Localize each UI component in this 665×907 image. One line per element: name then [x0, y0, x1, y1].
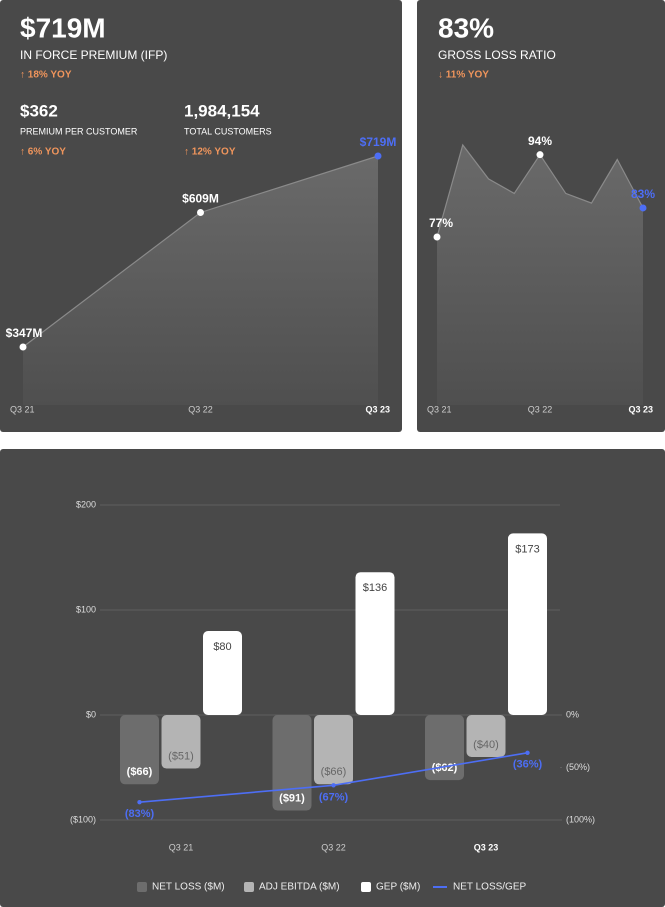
point [19, 343, 27, 351]
point [536, 151, 544, 159]
legend-swatch [137, 882, 147, 892]
value-label: ($91) [279, 792, 305, 804]
x-tick-label: Q3 21 [10, 404, 35, 414]
x-tick-label: Q3 22 [321, 842, 346, 852]
bar [508, 533, 547, 715]
legend-label: NET LOSS ($M) [152, 882, 225, 893]
value-label: ($66) [127, 766, 153, 778]
value-label: (67%) [319, 791, 349, 803]
y-tick-label: $200 [76, 499, 96, 509]
point [331, 783, 336, 788]
kpi-change: ↑ 6% YOY [20, 147, 66, 158]
x-tick-label: Q3 21 [169, 842, 194, 852]
x-tick-label: Q3 23 [628, 404, 653, 414]
x-tick-label: Q3 23 [365, 404, 390, 414]
area-fill [23, 156, 378, 405]
x-tick-label: Q3 22 [188, 404, 213, 414]
value-label: ($66) [321, 766, 347, 778]
kpi-label: TOTAL CUSTOMERS [184, 126, 272, 136]
x-tick-label: Q3 22 [528, 404, 553, 414]
bar [466, 715, 506, 757]
point [639, 204, 647, 212]
y2-tick-label: (50%) [566, 762, 590, 772]
bar [355, 572, 395, 715]
kpi-change: ↓ 11% YOY [438, 70, 489, 81]
x-tick-label: Q3 23 [474, 842, 499, 852]
value-label: (36%) [513, 759, 543, 771]
kpi-value: 1,984,154 [184, 101, 260, 120]
value-label: 77% [429, 216, 453, 230]
bar [272, 715, 312, 811]
panel [0, 449, 665, 907]
value-label: (83%) [125, 808, 155, 820]
bar [425, 715, 464, 781]
legend-label: GEP ($M) [376, 882, 420, 893]
kpi-label: GROSS LOSS RATIO [438, 48, 556, 62]
value-label: $609M [182, 192, 219, 206]
point [525, 750, 530, 755]
kpi-value: $362 [20, 101, 58, 120]
y2-tick-label: (100%) [566, 814, 595, 824]
legend-swatch [361, 882, 371, 892]
bar [203, 631, 242, 715]
kpi-label: IN FORCE PREMIUM (IFP) [20, 48, 167, 62]
kpi-label: PREMIUM PER CUSTOMER [20, 126, 138, 136]
area-fill [437, 145, 643, 405]
kpi-change: ↑ 12% YOY [184, 147, 236, 158]
kpi-value: $719M [20, 12, 106, 43]
y2-tick-label: 0% [566, 709, 579, 719]
value-label: $173 [515, 543, 539, 555]
y-tick-label: $100 [76, 604, 96, 614]
value-label: 94% [528, 134, 552, 148]
value-label: $719M [360, 135, 397, 149]
value-label: $347M [6, 326, 43, 340]
bar [314, 715, 353, 785]
point [374, 152, 382, 160]
point [197, 208, 204, 216]
kpi-value: 83% [438, 12, 494, 43]
kpi-change: ↑ 18% YOY [20, 70, 72, 81]
legend-label: ADJ EBITDA ($M) [259, 882, 340, 893]
legend-swatch [244, 882, 254, 892]
bar [120, 715, 159, 785]
value-label: $80 [213, 641, 231, 653]
point [433, 233, 441, 241]
y-tick-label: ($100) [70, 814, 96, 824]
legend-label: NET LOSS/GEP [453, 882, 527, 893]
y-tick-label: $0 [86, 709, 96, 719]
value-label: $136 [363, 582, 387, 594]
point [137, 799, 142, 805]
value-label: ($40) [473, 739, 499, 751]
bar [161, 715, 201, 769]
value-label: ($51) [168, 750, 194, 762]
value-label: 83% [631, 187, 655, 201]
x-tick-label: Q3 21 [427, 404, 452, 414]
